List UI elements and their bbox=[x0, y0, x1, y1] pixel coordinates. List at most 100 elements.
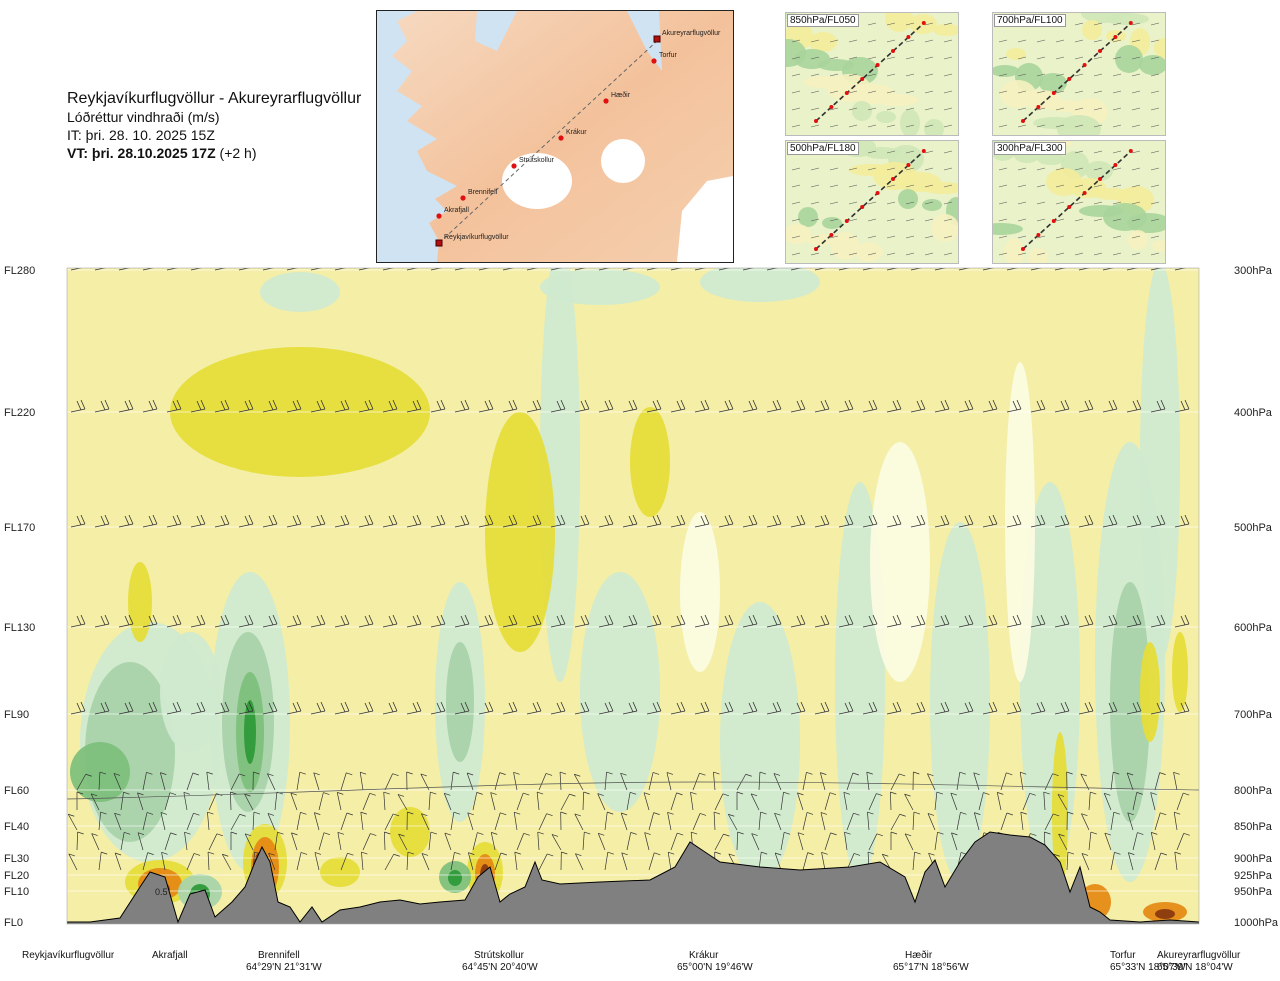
wind-barb bbox=[200, 614, 206, 625]
wind-barb bbox=[98, 812, 101, 831]
barb-glyph bbox=[1093, 90, 1103, 94]
wind-barb bbox=[958, 710, 974, 715]
barb-glyph bbox=[924, 107, 934, 111]
velocity-contour bbox=[160, 632, 220, 752]
wind-barb bbox=[1022, 793, 1031, 811]
barb-glyph bbox=[924, 73, 934, 77]
location-coord: 65°00'N 19°46'W bbox=[677, 962, 753, 973]
wind-barb bbox=[166, 408, 182, 413]
wind-barb bbox=[670, 710, 686, 715]
wind-barb bbox=[268, 702, 274, 713]
barb-glyph bbox=[1112, 73, 1122, 77]
velocity-contour bbox=[448, 870, 462, 886]
wind-barb bbox=[852, 772, 859, 776]
wind-barb bbox=[748, 515, 754, 526]
barb-glyph bbox=[810, 39, 820, 43]
wind-barb bbox=[760, 811, 767, 815]
wind-barb bbox=[1053, 813, 1060, 817]
wind-barb bbox=[890, 831, 898, 835]
fl-tick-label: FL20 bbox=[4, 870, 29, 882]
route-line bbox=[815, 22, 925, 122]
wind-barb bbox=[670, 408, 686, 413]
wind-barb bbox=[824, 514, 830, 525]
wind-barb bbox=[444, 792, 451, 796]
wind-barb bbox=[291, 832, 298, 836]
wind-barb bbox=[100, 702, 106, 713]
wind-barb bbox=[728, 813, 735, 817]
wind-barb bbox=[780, 832, 785, 851]
wind-barb bbox=[773, 773, 781, 776]
route-point bbox=[875, 191, 880, 195]
barb-glyph bbox=[867, 167, 877, 171]
wind-barb bbox=[844, 515, 850, 526]
barb-glyph bbox=[829, 39, 839, 43]
wind-barb bbox=[1102, 523, 1118, 528]
wind-barb bbox=[598, 523, 614, 528]
wind-barb bbox=[704, 614, 710, 625]
wind-barb bbox=[430, 523, 446, 528]
wind-barb bbox=[628, 400, 634, 411]
wind-barb bbox=[1030, 833, 1037, 836]
wind-barb bbox=[1126, 268, 1139, 271]
wind-barb bbox=[1156, 615, 1162, 626]
wind-barb bbox=[646, 623, 662, 628]
wind-barb bbox=[502, 710, 518, 715]
wind-barb bbox=[1127, 812, 1134, 816]
wind-barb bbox=[488, 399, 494, 410]
wind-barb bbox=[1112, 268, 1113, 269]
wind-barb bbox=[91, 833, 98, 836]
wind-barb bbox=[1110, 772, 1114, 791]
location-name: Krákur bbox=[689, 950, 719, 961]
barb-glyph bbox=[1093, 56, 1103, 60]
barb-glyph bbox=[1017, 39, 1027, 43]
wind-barb bbox=[670, 832, 678, 851]
wind-barb bbox=[814, 710, 830, 715]
barb-glyph bbox=[867, 218, 877, 222]
velocity-contour bbox=[580, 572, 660, 812]
wind-barb bbox=[207, 812, 210, 831]
wind-barb bbox=[272, 614, 278, 625]
wind-barb bbox=[607, 811, 614, 815]
wind-barb bbox=[488, 701, 494, 712]
wind-barb bbox=[200, 514, 206, 525]
barb-glyph bbox=[886, 218, 896, 222]
wind-barb bbox=[700, 702, 706, 713]
wind-barb bbox=[164, 792, 171, 811]
wind-barb bbox=[1078, 523, 1094, 528]
wind-barb bbox=[513, 262, 517, 267]
wind-barb bbox=[1160, 812, 1167, 816]
wind-barb bbox=[598, 623, 614, 628]
route-point bbox=[844, 91, 849, 95]
wind-barb bbox=[1088, 792, 1091, 811]
wind-barb bbox=[416, 268, 417, 269]
barb-glyph bbox=[867, 201, 877, 205]
wind-barb bbox=[536, 701, 542, 712]
wind-barb bbox=[632, 268, 633, 269]
wind-barb bbox=[323, 832, 331, 836]
barb-glyph bbox=[886, 201, 896, 205]
field-blob bbox=[855, 242, 883, 262]
wind-barb bbox=[1088, 832, 1092, 851]
wind-barb bbox=[514, 851, 521, 855]
wind-barb bbox=[220, 515, 226, 526]
field-blob bbox=[1139, 55, 1165, 75]
wind-barb bbox=[608, 268, 609, 269]
barb-glyph bbox=[1017, 73, 1027, 77]
wind-barb bbox=[57, 515, 61, 524]
wind-barb bbox=[772, 702, 778, 713]
wind-barb bbox=[790, 710, 806, 715]
wind-barb bbox=[766, 623, 782, 628]
wind-barb bbox=[1184, 514, 1190, 525]
wind-barb bbox=[239, 773, 246, 777]
barb-glyph bbox=[1017, 235, 1027, 239]
wind-barb bbox=[488, 268, 489, 269]
airport-marker bbox=[435, 239, 443, 247]
wind-barb bbox=[628, 615, 634, 626]
wind-barb bbox=[225, 262, 229, 267]
wind-barb bbox=[1030, 623, 1046, 628]
wind-barb bbox=[120, 792, 124, 811]
wind-barb bbox=[262, 523, 278, 528]
wind-barb bbox=[759, 771, 767, 775]
barb-glyph bbox=[1131, 150, 1141, 154]
